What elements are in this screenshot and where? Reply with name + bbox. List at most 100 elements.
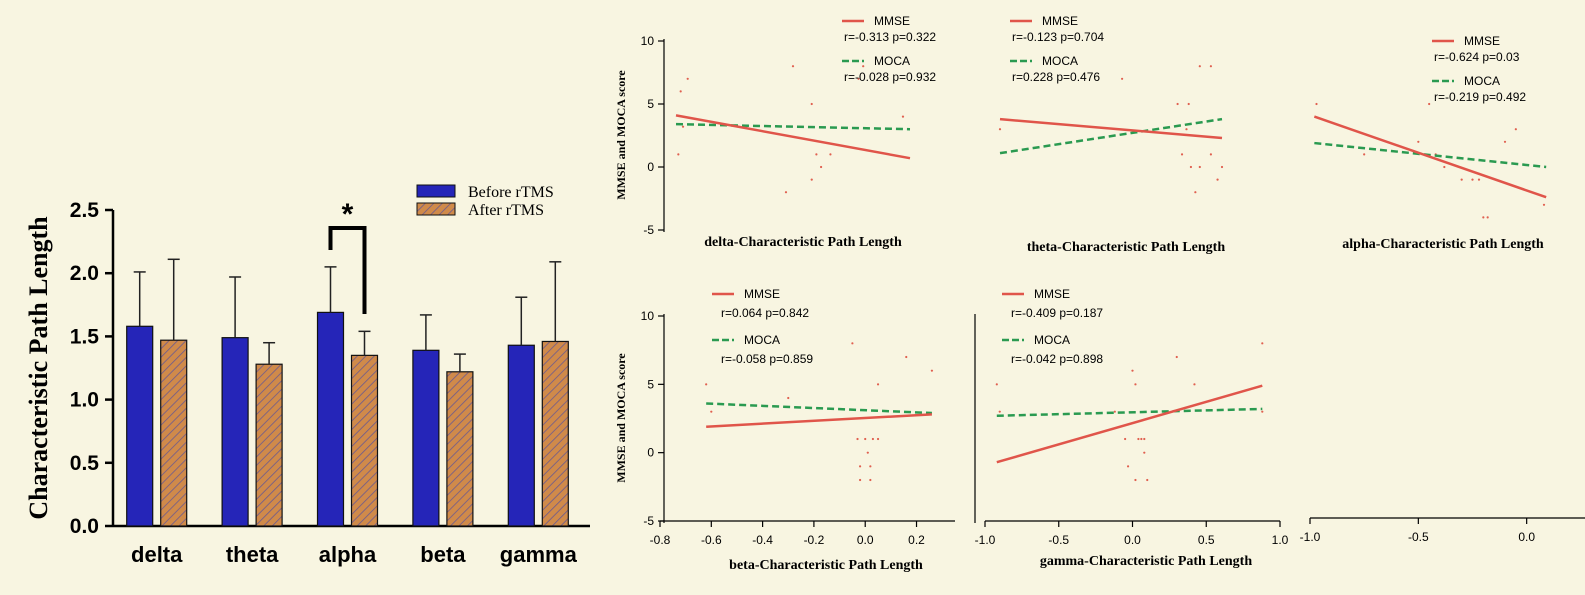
y-tick-label: 0	[647, 446, 654, 460]
x-tick-label: alpha	[319, 542, 377, 567]
data-point	[905, 355, 908, 359]
data-point	[819, 165, 823, 169]
moca-fit-line	[1314, 141, 1547, 169]
data-point	[869, 478, 872, 482]
data-point	[1261, 342, 1264, 345]
data-point	[1315, 102, 1318, 106]
x-tick-label: -0.5	[1408, 530, 1429, 544]
data-point	[1471, 178, 1474, 181]
x-tick-label: -0.2	[804, 533, 825, 547]
data-point	[1113, 410, 1116, 413]
data-point	[1180, 153, 1184, 156]
moca-fit-line	[675, 122, 911, 131]
significance-bracket	[328, 226, 367, 314]
data-point	[677, 153, 680, 156]
data-point	[787, 396, 790, 400]
data-point	[1146, 478, 1149, 482]
data-point	[930, 369, 934, 372]
scatter-panel-beta: -5 0 5 10 MMSE and MOCA score -0.8 -0.6 -0.4 -0.…	[614, 287, 955, 573]
scatter-panel-theta: theta-Characteristic Path Length MMSE r=-0…	[998, 14, 1225, 255]
scatter-panel-gamma: -1.0 -0.5 0.0 0.5 1.0 gamma-Characteristic Pa…	[974, 287, 1289, 569]
data-point	[871, 437, 875, 441]
y-tick-label: 0	[647, 160, 654, 174]
data-point	[1193, 383, 1196, 386]
bar-after	[350, 354, 379, 527]
data-point	[1185, 128, 1188, 131]
legend-swatch-before	[416, 184, 456, 198]
data-point	[998, 410, 1001, 413]
bar-chart: 0.0 0.5 1.0 1.5 2.0 2.5 Characteristic Path Le…	[24, 184, 590, 567]
x-tick-label: beta	[420, 542, 466, 567]
x-axis-title: beta-Characteristic Path Length	[729, 558, 923, 573]
data-point	[705, 383, 708, 386]
legend-label: MOCA	[874, 54, 910, 68]
y-tick-label: 5	[647, 377, 654, 391]
chart-layer: 0.0 0.5 1.0 1.5 2.0 2.5 Characteristic Path Le…	[24, 14, 1585, 573]
legend-stat: r=0.064 p=0.842	[721, 306, 809, 320]
data-point	[1514, 128, 1517, 131]
y-tick-label: -5	[643, 514, 654, 528]
bar-before	[507, 344, 535, 527]
data-point	[1126, 465, 1130, 468]
data-point	[1131, 369, 1134, 372]
x-tick-label: 0.2	[908, 533, 925, 547]
moca-fit-line	[996, 407, 1263, 418]
data-point	[1220, 165, 1224, 169]
data-point	[857, 77, 860, 80]
legend-stat: r=-0.409 p=0.187	[1011, 306, 1103, 320]
legend-stat: r=-0.219 p=0.492	[1434, 90, 1526, 104]
legend-stat: r=-0.058 p=0.859	[721, 352, 813, 366]
y-tick-label: 2.5	[70, 199, 100, 222]
y-tick-label: 10	[641, 34, 655, 48]
x-tick-label: delta	[131, 542, 183, 567]
data-point	[681, 125, 685, 128]
data-point	[710, 410, 713, 413]
data-point	[869, 465, 872, 468]
data-point	[1137, 437, 1140, 441]
data-point	[829, 153, 832, 156]
bar-before	[412, 349, 440, 527]
data-point	[1482, 216, 1485, 219]
x-axis-title: delta-Characteristic Path Length	[704, 235, 902, 250]
data-point	[679, 90, 682, 93]
data-point	[876, 383, 880, 386]
data-point	[1428, 102, 1431, 106]
y-tick-label: 1.5	[70, 325, 100, 348]
data-point	[1363, 153, 1366, 156]
data-point	[1187, 102, 1190, 106]
data-point	[1209, 65, 1212, 68]
data-point	[998, 128, 1002, 131]
data-point	[810, 102, 813, 106]
legend-stat: r=-0.028 p=0.932	[844, 70, 936, 84]
bar-after	[160, 339, 188, 527]
legend-label: MOCA	[744, 333, 780, 347]
data-point	[901, 115, 905, 118]
x-tick-label: 0.0	[857, 533, 874, 547]
data-point	[1198, 65, 1201, 68]
data-point	[858, 465, 862, 468]
y-tick-label: 10	[641, 309, 655, 323]
moca-fit-line	[706, 402, 932, 415]
legend-label: MMSE	[1034, 287, 1070, 301]
y-axis-title: MMSE and MOCA score	[614, 353, 628, 483]
data-point	[810, 178, 813, 181]
data-point	[1134, 478, 1137, 482]
legend-stat: r=-0.123 p=0.704	[1012, 30, 1104, 44]
y-tick-label: 5	[647, 97, 654, 111]
x-tick-label: 0.5	[1198, 533, 1215, 547]
data-point	[1189, 165, 1193, 169]
scatter-panel-alpha: -1.0 -0.5 0.0 alpha-Characteristic Path Len…	[1300, 34, 1585, 544]
legend-label: MMSE	[874, 14, 910, 28]
mmse-fit-line	[675, 114, 911, 160]
legend-stat: r=0.228 p=0.476	[1012, 70, 1100, 84]
y-tick-label: 0.5	[70, 452, 100, 475]
data-point	[1503, 140, 1507, 143]
legend-label: MMSE	[1042, 14, 1078, 28]
data-point	[876, 437, 880, 441]
y-tick-label: 2.0	[70, 262, 99, 285]
data-point	[1140, 437, 1143, 441]
legend-label: MMSE	[1464, 34, 1500, 48]
y-tick-label: -5	[643, 223, 654, 237]
moca-fit-line	[999, 117, 1223, 155]
